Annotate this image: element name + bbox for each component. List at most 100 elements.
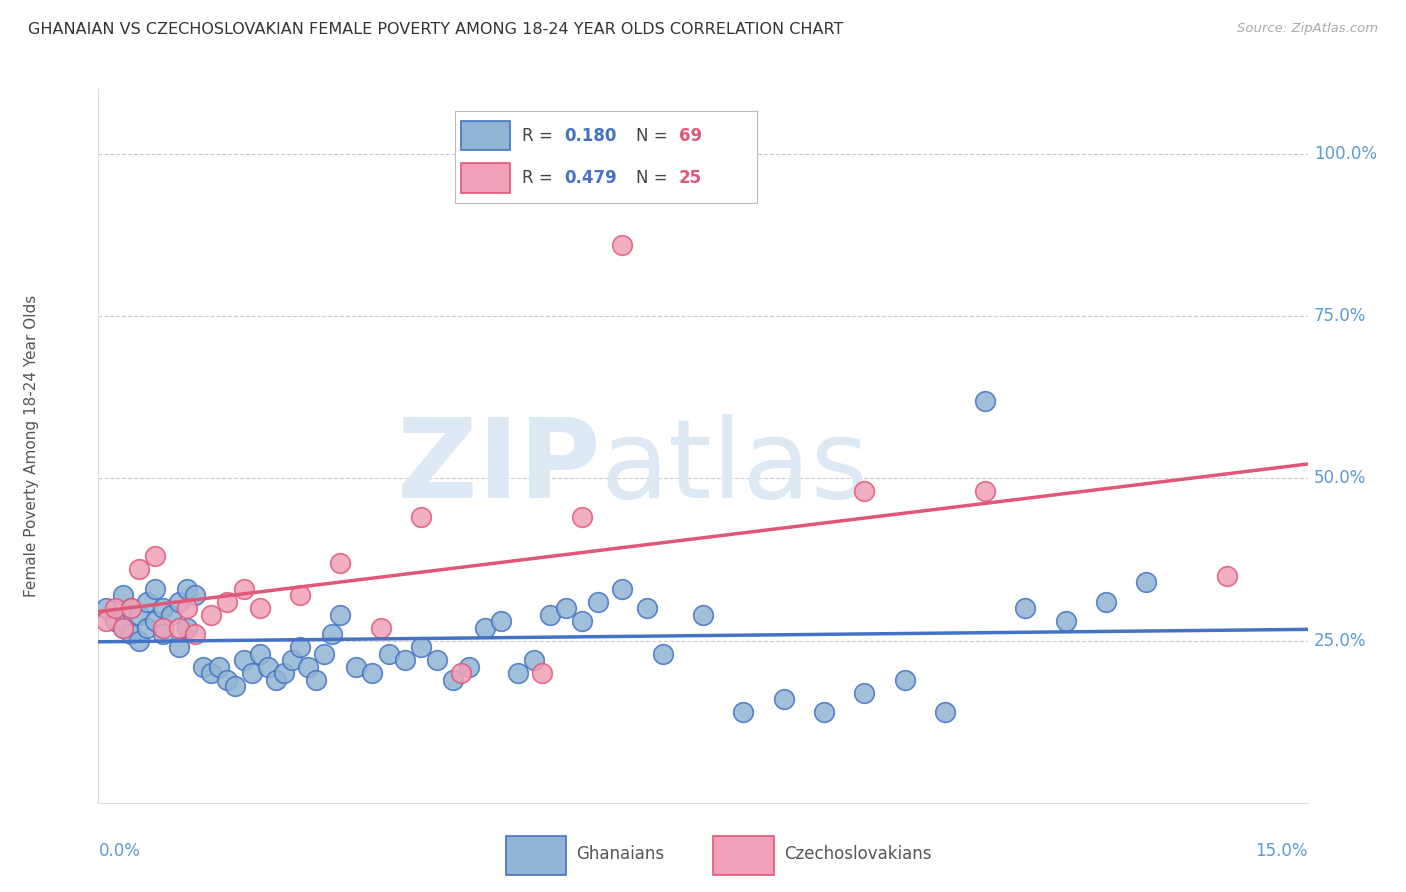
- Point: [813, 705, 835, 719]
- Point: [772, 692, 794, 706]
- Point: [111, 588, 134, 602]
- Point: [441, 673, 464, 687]
- Point: [612, 582, 634, 596]
- Point: [491, 614, 513, 628]
- Point: [1135, 575, 1157, 590]
- Point: [314, 647, 336, 661]
- Text: 25: 25: [679, 169, 702, 187]
- Point: [120, 627, 142, 641]
- Point: [344, 659, 367, 673]
- Point: [1014, 601, 1036, 615]
- Point: [135, 621, 157, 635]
- Point: [409, 510, 432, 524]
- Point: [111, 621, 134, 635]
- Point: [249, 647, 271, 661]
- Text: R =: R =: [522, 127, 558, 145]
- Point: [120, 601, 142, 615]
- Point: [893, 673, 915, 687]
- Point: [651, 647, 673, 661]
- Text: Ghanaians: Ghanaians: [576, 845, 665, 863]
- Text: N =: N =: [637, 169, 673, 187]
- Text: R =: R =: [522, 169, 558, 187]
- Point: [1054, 614, 1077, 628]
- Point: [394, 653, 416, 667]
- Point: [143, 614, 166, 628]
- Text: Source: ZipAtlas.com: Source: ZipAtlas.com: [1237, 22, 1378, 36]
- Point: [135, 595, 157, 609]
- Point: [426, 653, 449, 667]
- Point: [160, 607, 183, 622]
- Point: [733, 705, 755, 719]
- Point: [200, 666, 222, 681]
- Point: [256, 659, 278, 673]
- Text: atlas: atlas: [600, 414, 869, 521]
- Text: ZIP: ZIP: [396, 414, 600, 521]
- Point: [128, 562, 150, 576]
- Text: 0.180: 0.180: [564, 127, 616, 145]
- Point: [692, 607, 714, 622]
- Point: [167, 621, 190, 635]
- Point: [586, 595, 609, 609]
- Point: [176, 582, 198, 596]
- Point: [200, 607, 222, 622]
- Point: [103, 614, 125, 628]
- Point: [474, 621, 496, 635]
- Point: [240, 666, 263, 681]
- Point: [458, 659, 481, 673]
- Point: [934, 705, 956, 719]
- Point: [273, 666, 295, 681]
- Point: [264, 673, 287, 687]
- Point: [176, 621, 198, 635]
- Text: 69: 69: [679, 127, 702, 145]
- FancyBboxPatch shape: [713, 836, 773, 875]
- Point: [571, 510, 593, 524]
- Point: [853, 685, 876, 699]
- Point: [152, 601, 174, 615]
- Point: [329, 556, 352, 570]
- Point: [111, 621, 134, 635]
- Point: [143, 549, 166, 564]
- Point: [523, 653, 546, 667]
- Point: [853, 484, 876, 499]
- Point: [152, 621, 174, 635]
- Text: 50.0%: 50.0%: [1313, 469, 1367, 487]
- Point: [530, 666, 553, 681]
- Point: [377, 647, 399, 661]
- Point: [555, 601, 578, 615]
- Text: 25.0%: 25.0%: [1313, 632, 1367, 649]
- Point: [193, 659, 215, 673]
- Text: N =: N =: [637, 127, 673, 145]
- Point: [152, 627, 174, 641]
- Point: [128, 607, 150, 622]
- Text: 0.479: 0.479: [564, 169, 617, 187]
- Point: [217, 595, 239, 609]
- Point: [103, 601, 125, 615]
- Point: [232, 582, 254, 596]
- Point: [176, 601, 198, 615]
- Point: [143, 582, 166, 596]
- Text: Female Poverty Among 18-24 Year Olds: Female Poverty Among 18-24 Year Olds: [24, 295, 39, 597]
- Point: [329, 607, 352, 622]
- Text: Czechoslovakians: Czechoslovakians: [785, 845, 932, 863]
- Point: [305, 673, 328, 687]
- Point: [321, 627, 343, 641]
- FancyBboxPatch shape: [506, 836, 567, 875]
- Point: [1216, 568, 1239, 582]
- Point: [96, 601, 118, 615]
- Point: [232, 653, 254, 667]
- Point: [636, 601, 658, 615]
- Point: [128, 633, 150, 648]
- Point: [184, 588, 207, 602]
- Text: 75.0%: 75.0%: [1313, 307, 1367, 326]
- FancyBboxPatch shape: [461, 120, 509, 151]
- Point: [184, 627, 207, 641]
- Point: [538, 607, 561, 622]
- Point: [974, 484, 997, 499]
- Text: GHANAIAN VS CZECHOSLOVAKIAN FEMALE POVERTY AMONG 18-24 YEAR OLDS CORRELATION CHA: GHANAIAN VS CZECHOSLOVAKIAN FEMALE POVER…: [28, 22, 844, 37]
- Point: [281, 653, 304, 667]
- Point: [167, 595, 190, 609]
- FancyBboxPatch shape: [461, 163, 509, 194]
- Point: [224, 679, 246, 693]
- Point: [288, 640, 311, 654]
- Text: 15.0%: 15.0%: [1256, 842, 1308, 860]
